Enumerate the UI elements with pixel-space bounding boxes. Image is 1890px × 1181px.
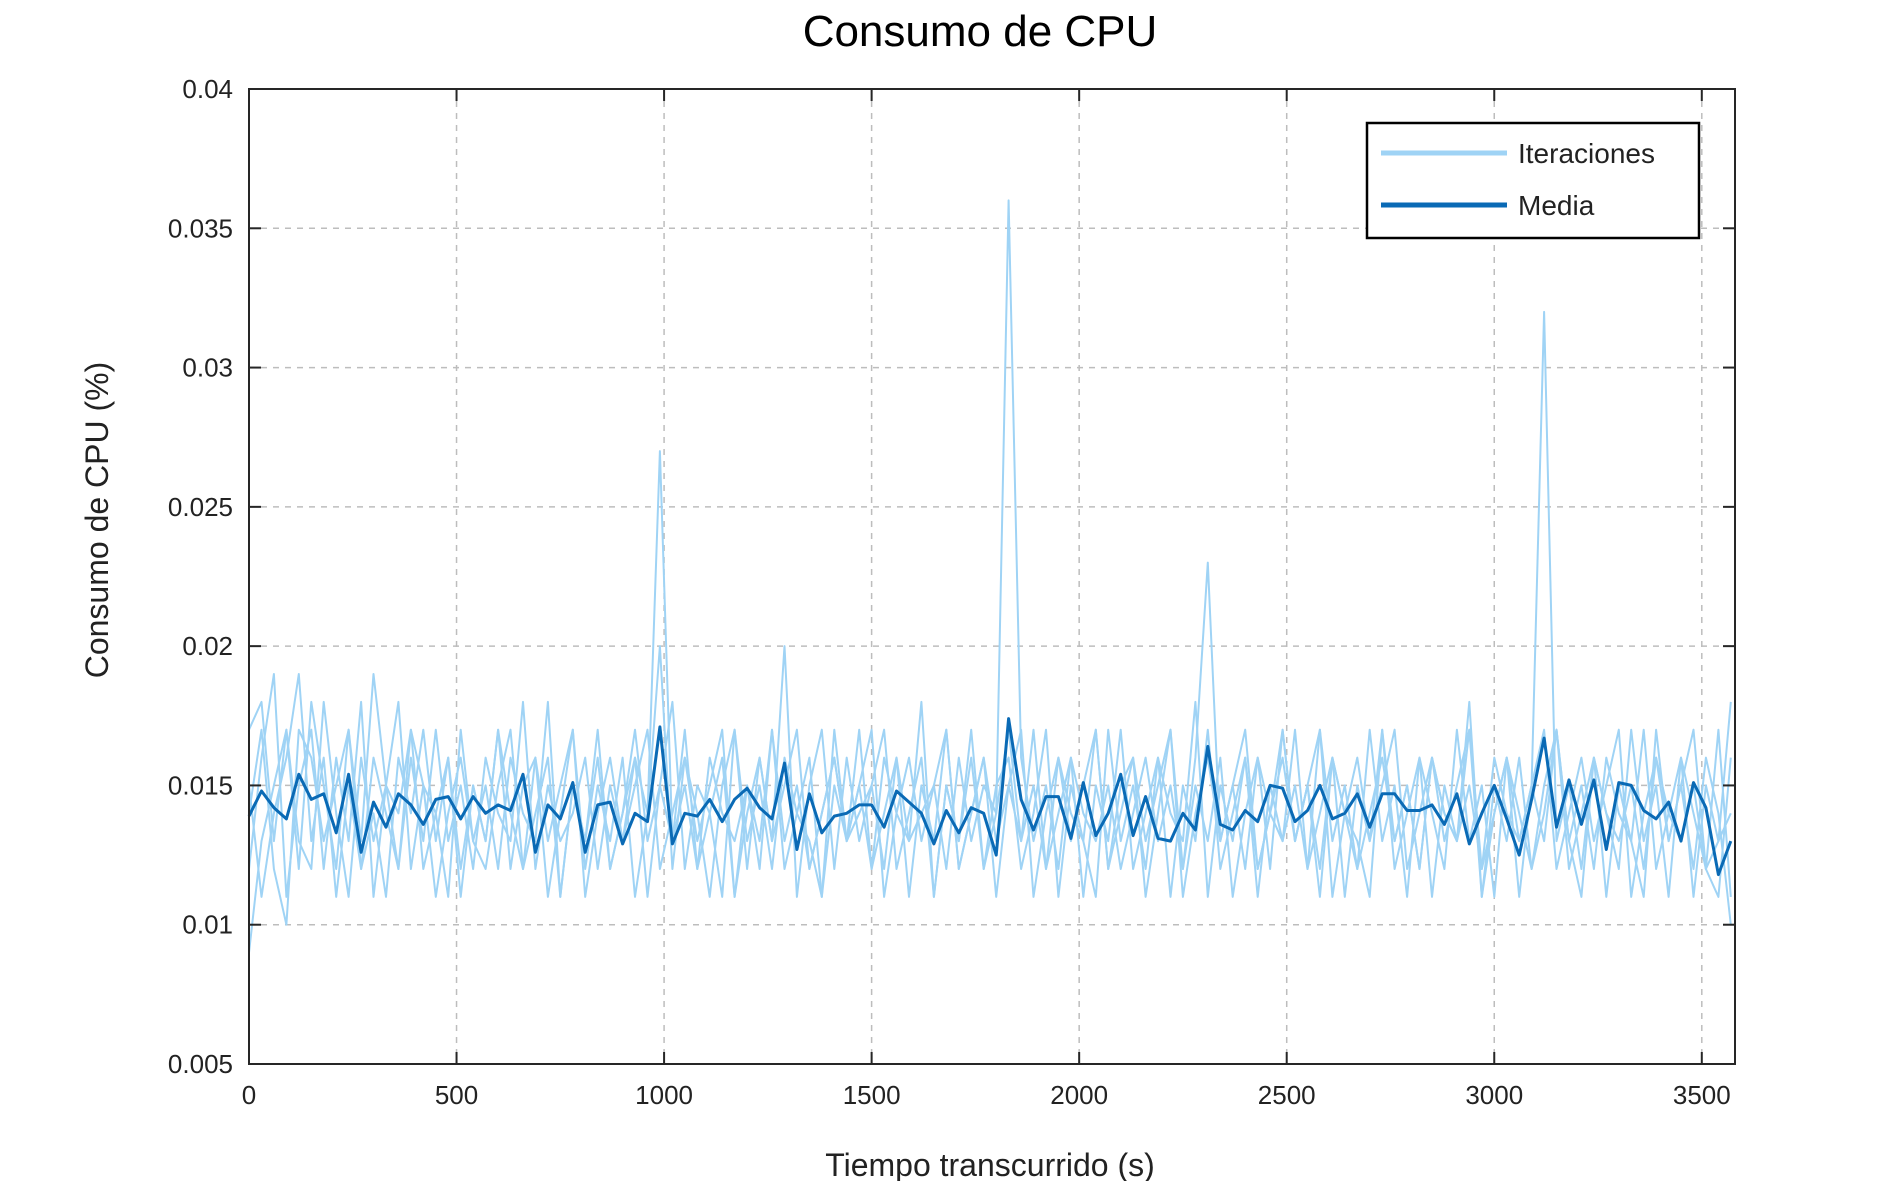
y-tick-label: 0.025 [168,492,233,522]
x-tick-label: 0 [242,1080,256,1110]
x-tick-label: 2000 [1050,1080,1108,1110]
legend-box [1365,121,1701,240]
chart-title: Consumo de CPU [803,7,1158,56]
x-tick-label: 1500 [843,1080,901,1110]
y-tick-label: 0.01 [182,910,233,940]
x-axis-ticks: 0 500 1000 1500 2000 2500 3000 3500 [242,89,1731,1110]
iteration-line [248,673,1732,898]
plot-frame [248,88,1736,1065]
x-axis-label: Tiempo transcurrido (s) [825,1147,1155,1181]
legend-iterations-label: Iteraciones [1518,138,1655,169]
x-tick-label: 1000 [635,1080,693,1110]
x-tick-label: 3500 [1673,1080,1731,1110]
x-tick-label: 3000 [1465,1080,1523,1110]
y-tick-label: 0.005 [168,1049,233,1079]
y-tick-label: 0.04 [182,74,233,104]
y-tick-label: 0.035 [168,213,233,243]
y-tick-label: 0.015 [168,770,233,800]
mean-line [247,717,1733,877]
iterations-series-group [248,199,1732,953]
iteration-line [248,728,1732,926]
x-tick-label: 500 [435,1080,478,1110]
legend: Iteraciones Media [1365,121,1701,240]
y-axis-label: Consumo de CPU (%) [79,362,115,679]
mean-series-group [247,717,1733,877]
x-tick-label: 2500 [1258,1080,1316,1110]
y-axis-ticks: 0.005 0.01 0.015 0.02 0.025 0.03 0.035 0.04 [168,74,1735,1079]
y-tick-label: 0.03 [182,353,233,383]
legend-media-label: Media [1518,190,1595,221]
y-tick-label: 0.02 [182,631,233,661]
